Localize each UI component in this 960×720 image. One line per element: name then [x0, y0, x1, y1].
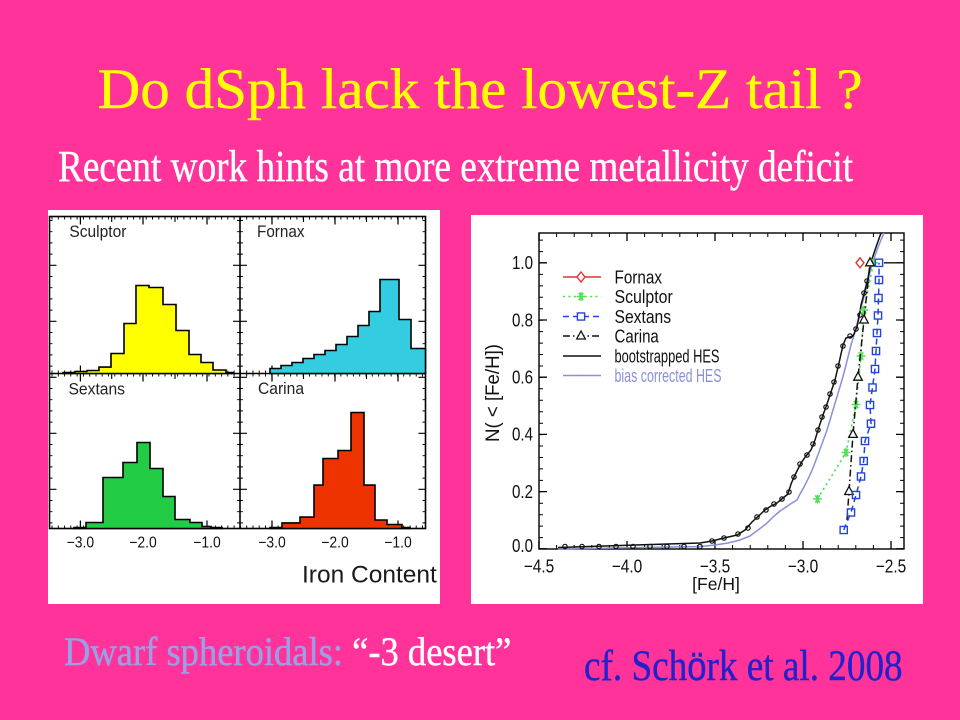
svg-text:0.2: 0.2	[512, 482, 533, 502]
svg-text:−3.0: −3.0	[788, 556, 819, 577]
svg-text:−2.0: −2.0	[129, 535, 157, 552]
svg-text:Sextans: Sextans	[69, 381, 126, 399]
svg-text:0.6: 0.6	[512, 368, 533, 388]
svg-text:0.8: 0.8	[512, 310, 533, 330]
svg-text:[Fe/H]: [Fe/H]	[692, 574, 740, 594]
svg-text:−1.0: −1.0	[193, 535, 221, 552]
svg-text:Carina: Carina	[258, 380, 305, 398]
svg-text:N( < [Fe/H]): N( < [Fe/H])	[483, 344, 504, 442]
svg-text:−2.5: −2.5	[876, 556, 907, 577]
svg-text:Fornax: Fornax	[257, 223, 305, 241]
svg-text:−3.0: −3.0	[258, 535, 286, 552]
svg-text:1.0: 1.0	[512, 253, 533, 273]
svg-text:Fornax: Fornax	[615, 266, 663, 287]
svg-text:Iron Content: Iron Content	[302, 562, 437, 589]
svg-text:−4.0: −4.0	[612, 556, 643, 577]
svg-text:−3.0: −3.0	[67, 535, 95, 552]
svg-text:bootstrapped HES: bootstrapped HES	[615, 345, 720, 366]
svg-text:Carina: Carina	[615, 325, 660, 346]
svg-text:bias corrected HES: bias corrected HES	[615, 365, 722, 386]
svg-text:Sculptor: Sculptor	[69, 223, 126, 241]
svg-text:−2.0: −2.0	[321, 535, 349, 552]
svg-text:Sextans: Sextans	[615, 306, 672, 327]
svg-text:0.4: 0.4	[512, 425, 533, 445]
svg-text:Sculptor: Sculptor	[615, 286, 673, 307]
svg-text:0.0: 0.0	[512, 536, 533, 556]
svg-text:−3.5: −3.5	[700, 556, 731, 577]
svg-text:−4.5: −4.5	[524, 556, 555, 577]
svg-text:−1.0: −1.0	[384, 535, 412, 552]
